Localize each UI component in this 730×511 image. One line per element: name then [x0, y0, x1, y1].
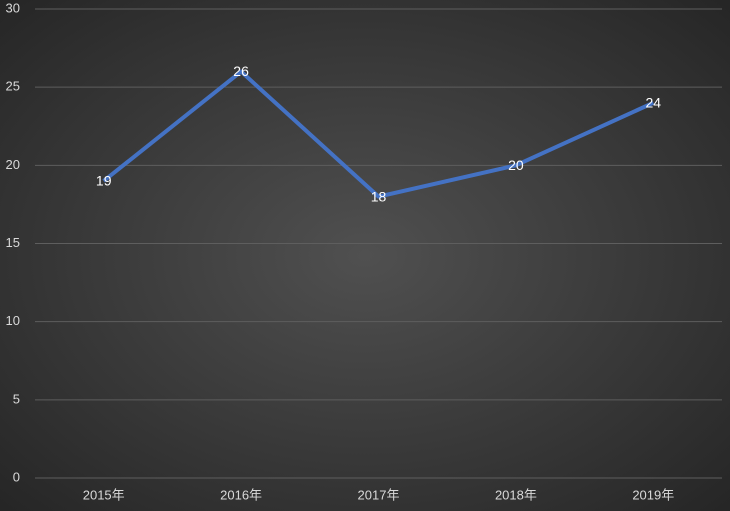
data-label: 24 [646, 95, 662, 111]
x-tick-label: 2015年 [83, 487, 125, 502]
x-tick-label: 2017年 [358, 487, 400, 502]
y-tick-label: 15 [6, 235, 20, 250]
y-tick-label: 20 [6, 157, 20, 172]
data-label: 26 [233, 63, 249, 79]
x-tick-label: 2016年 [220, 487, 262, 502]
y-tick-label: 30 [6, 0, 20, 15]
x-tick-label: 2019年 [632, 487, 674, 502]
data-label: 19 [96, 173, 112, 189]
y-tick-label: 25 [6, 79, 20, 94]
data-label: 18 [371, 188, 387, 204]
y-tick-label: 10 [6, 313, 20, 328]
y-tick-label: 0 [13, 469, 20, 484]
y-tick-label: 5 [13, 391, 20, 406]
data-label: 20 [508, 157, 524, 173]
x-tick-label: 2018年 [495, 487, 537, 502]
data-line [102, 69, 655, 199]
